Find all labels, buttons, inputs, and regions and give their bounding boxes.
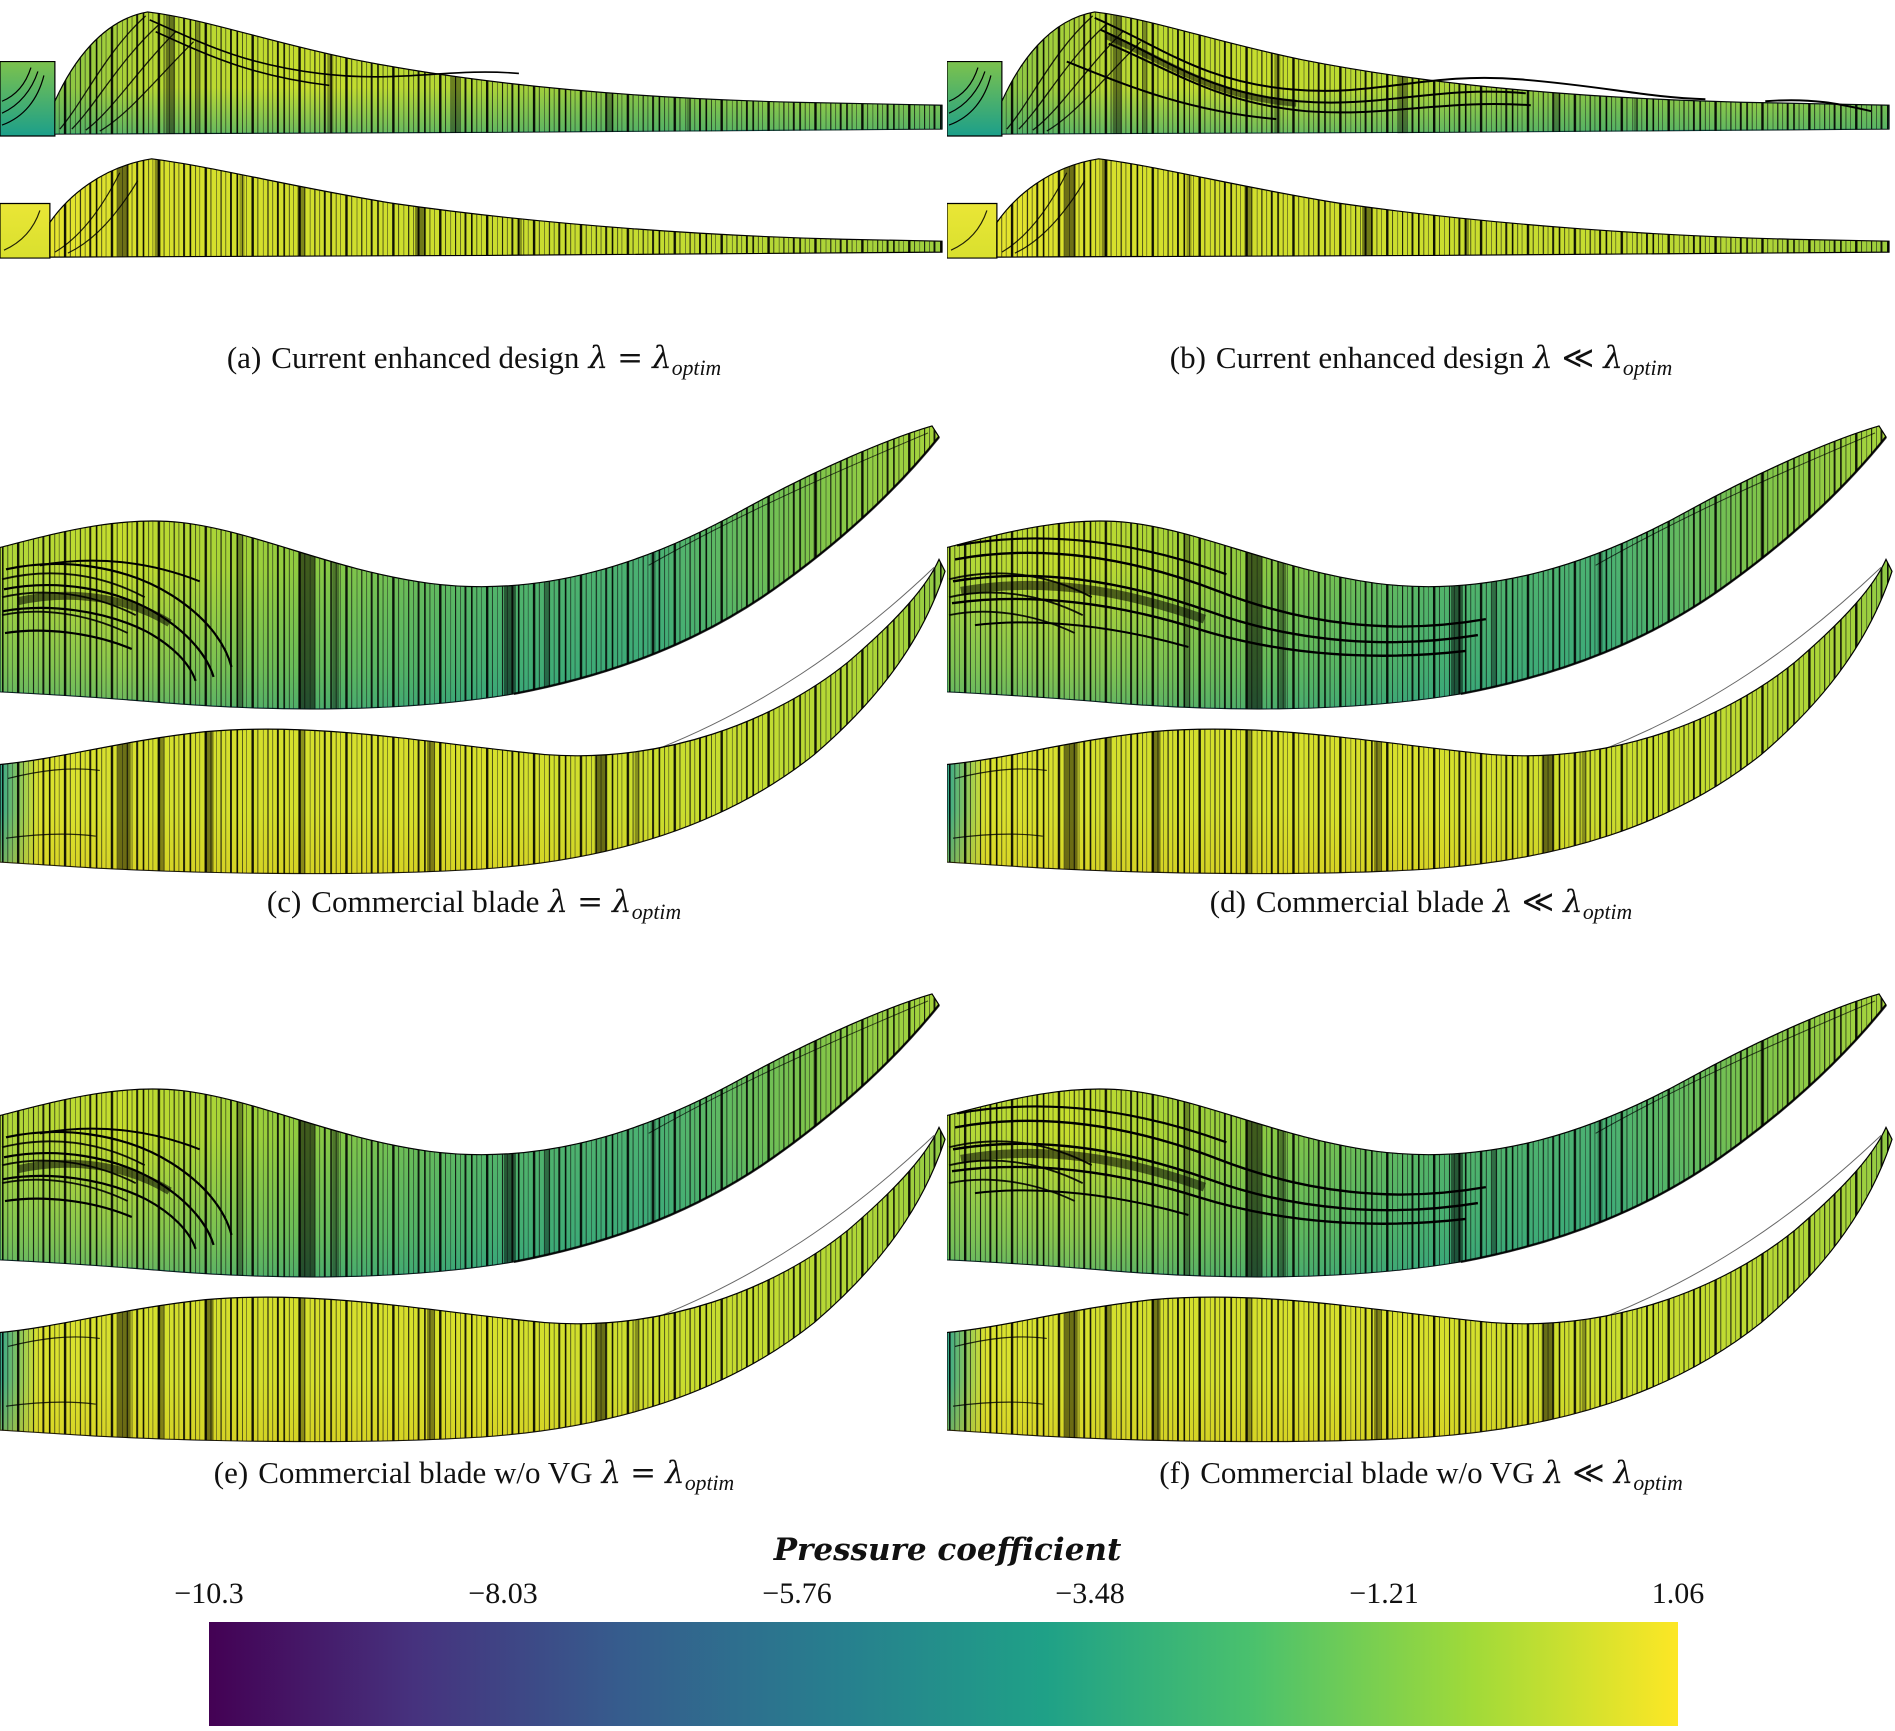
caption-c: (c) Commercial blade λ = λoptim — [0, 884, 948, 925]
blade-pair — [0, 420, 945, 878]
caption-a-math: λ = λoptim — [588, 340, 722, 381]
caption-a-label: (a) — [226, 340, 262, 375]
colorbar-tick-1: −8.03 — [468, 1577, 538, 1610]
blade-visualization-c — [0, 420, 948, 878]
blade-visualization-f — [947, 988, 1895, 1446]
colorbar-tick-0: −10.3 — [174, 1577, 244, 1610]
caption-a-title: Current enhanced design — [271, 340, 580, 375]
caption-d-math: λ ≪ λoptim — [1493, 884, 1633, 925]
caption-e: (e) Commercial blade w/o VG λ = λoptim — [0, 1455, 948, 1496]
blade-visualization-d — [947, 420, 1895, 878]
panel-b-image — [947, 2, 1895, 270]
colorbar-tick-3: −3.48 — [1055, 1577, 1125, 1610]
caption-b-title: Current enhanced design — [1215, 340, 1525, 375]
blade-visualization-e — [0, 988, 948, 1446]
caption-d-title: Commercial blade — [1255, 884, 1485, 919]
caption-f-math: λ ≪ λoptim — [1543, 1455, 1683, 1496]
panel-d-image — [947, 420, 1895, 878]
panel-e-image — [0, 988, 948, 1446]
caption-e-math: λ = λoptim — [601, 1455, 735, 1496]
caption-a: (a) Current enhanced design λ = λoptim — [0, 340, 948, 381]
caption-b: (b) Current enhanced design λ ≪ λoptim — [947, 340, 1895, 381]
colorbar-tick-5: 1.06 — [1651, 1577, 1705, 1610]
panel-f-image — [947, 988, 1895, 1446]
blade-visualization-a — [0, 2, 948, 270]
colorbar-tick-4: −1.21 — [1349, 1577, 1419, 1610]
colorbar-gradient — [209, 1622, 1678, 1726]
caption-c-label: (c) — [266, 884, 302, 919]
blade-visualization-b — [947, 2, 1895, 270]
caption-f-label: (f) — [1159, 1455, 1191, 1490]
blade-pair — [947, 420, 1892, 878]
panel-a-image — [0, 2, 948, 270]
caption-f-title: Commercial blade w/o VG — [1200, 1455, 1535, 1490]
caption-c-math: λ = λoptim — [548, 884, 682, 925]
caption-b-label: (b) — [1169, 340, 1206, 375]
caption-d-label: (d) — [1209, 884, 1246, 919]
panel-c-image — [0, 420, 948, 878]
caption-c-title: Commercial blade — [311, 884, 540, 919]
blade-pair — [947, 988, 1892, 1446]
blade-pair — [947, 2, 1889, 270]
blade-pair — [0, 988, 945, 1446]
blade-pair — [0, 2, 942, 270]
colorbar-title: Pressure coefficient — [773, 1532, 1122, 1568]
caption-b-math: λ ≪ λoptim — [1533, 340, 1673, 381]
caption-e-title: Commercial blade w/o VG — [258, 1455, 593, 1490]
caption-f: (f) Commercial blade w/o VG λ ≪ λoptim — [947, 1455, 1895, 1496]
colorbar-tick-2: −5.76 — [762, 1577, 832, 1610]
caption-e-label: (e) — [213, 1455, 249, 1490]
caption-d: (d) Commercial blade λ ≪ λoptim — [947, 884, 1895, 925]
